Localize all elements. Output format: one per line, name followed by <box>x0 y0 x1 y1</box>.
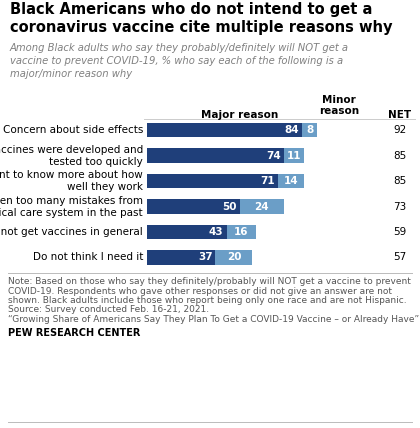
Text: Do not think I need it: Do not think I need it <box>33 253 143 262</box>
Text: Want to know more about how
well they work: Want to know more about how well they wo… <box>0 170 143 192</box>
Text: 14: 14 <box>284 176 299 186</box>
Text: Minor
reason: Minor reason <box>319 95 359 116</box>
Text: 57: 57 <box>394 253 407 262</box>
Text: Concern about side effects: Concern about side effects <box>3 125 143 135</box>
Text: 50: 50 <box>222 202 236 211</box>
Text: 24: 24 <box>255 202 269 211</box>
Text: PEW RESEARCH CENTER: PEW RESEARCH CENTER <box>8 329 140 339</box>
Text: Do not get vaccines in general: Do not get vaccines in general <box>0 227 143 237</box>
Bar <box>284 148 304 163</box>
Text: 71: 71 <box>261 176 276 186</box>
Bar <box>147 123 302 137</box>
Text: The vaccines were developed and
tested too quickly: The vaccines were developed and tested t… <box>0 145 143 166</box>
Bar <box>302 123 317 137</box>
Text: 84: 84 <box>285 125 299 135</box>
Text: 85: 85 <box>394 151 407 160</box>
Text: 59: 59 <box>394 227 407 237</box>
Text: 8: 8 <box>306 125 313 135</box>
Text: 92: 92 <box>394 125 407 135</box>
Bar <box>215 250 252 265</box>
Bar <box>147 250 215 265</box>
Text: shown. Black adults include those who report being only one race and are not His: shown. Black adults include those who re… <box>8 296 407 305</box>
Bar <box>147 148 284 163</box>
Text: 16: 16 <box>234 227 249 237</box>
Bar <box>278 174 304 188</box>
Text: 74: 74 <box>266 151 281 160</box>
Text: Major reason: Major reason <box>201 110 278 120</box>
Text: Note: Based on those who say they definitely/probably will NOT get a vaccine to : Note: Based on those who say they defini… <box>8 277 411 286</box>
Text: 43: 43 <box>209 227 223 237</box>
Text: Source: Survey conducted Feb. 16-21, 2021.: Source: Survey conducted Feb. 16-21, 202… <box>8 306 209 315</box>
Text: Among Black adults who say they probably/definitely will NOT get a
vaccine to pr: Among Black adults who say they probably… <box>10 43 349 79</box>
Text: 11: 11 <box>287 151 301 160</box>
Bar <box>147 225 226 239</box>
Text: 85: 85 <box>394 176 407 186</box>
Text: 20: 20 <box>227 253 241 262</box>
Text: COVID-19. Respondents who gave other responses or did not give an answer are not: COVID-19. Respondents who gave other res… <box>8 286 392 295</box>
Text: Black Americans who do not intend to get a
coronavirus vaccine cite multiple rea: Black Americans who do not intend to get… <box>10 2 393 35</box>
Bar <box>226 225 256 239</box>
Text: “Growing Share of Americans Say They Plan To Get a COVID-19 Vaccine – or Already: “Growing Share of Americans Say They Pla… <box>8 315 419 324</box>
Text: NET: NET <box>388 110 412 120</box>
Bar <box>147 174 278 188</box>
Bar <box>239 199 284 214</box>
Text: Have seen too many mistakes from
the medical care system in the past: Have seen too many mistakes from the med… <box>0 196 143 217</box>
Text: 37: 37 <box>198 253 213 262</box>
Text: 73: 73 <box>394 202 407 211</box>
Bar <box>147 199 239 214</box>
